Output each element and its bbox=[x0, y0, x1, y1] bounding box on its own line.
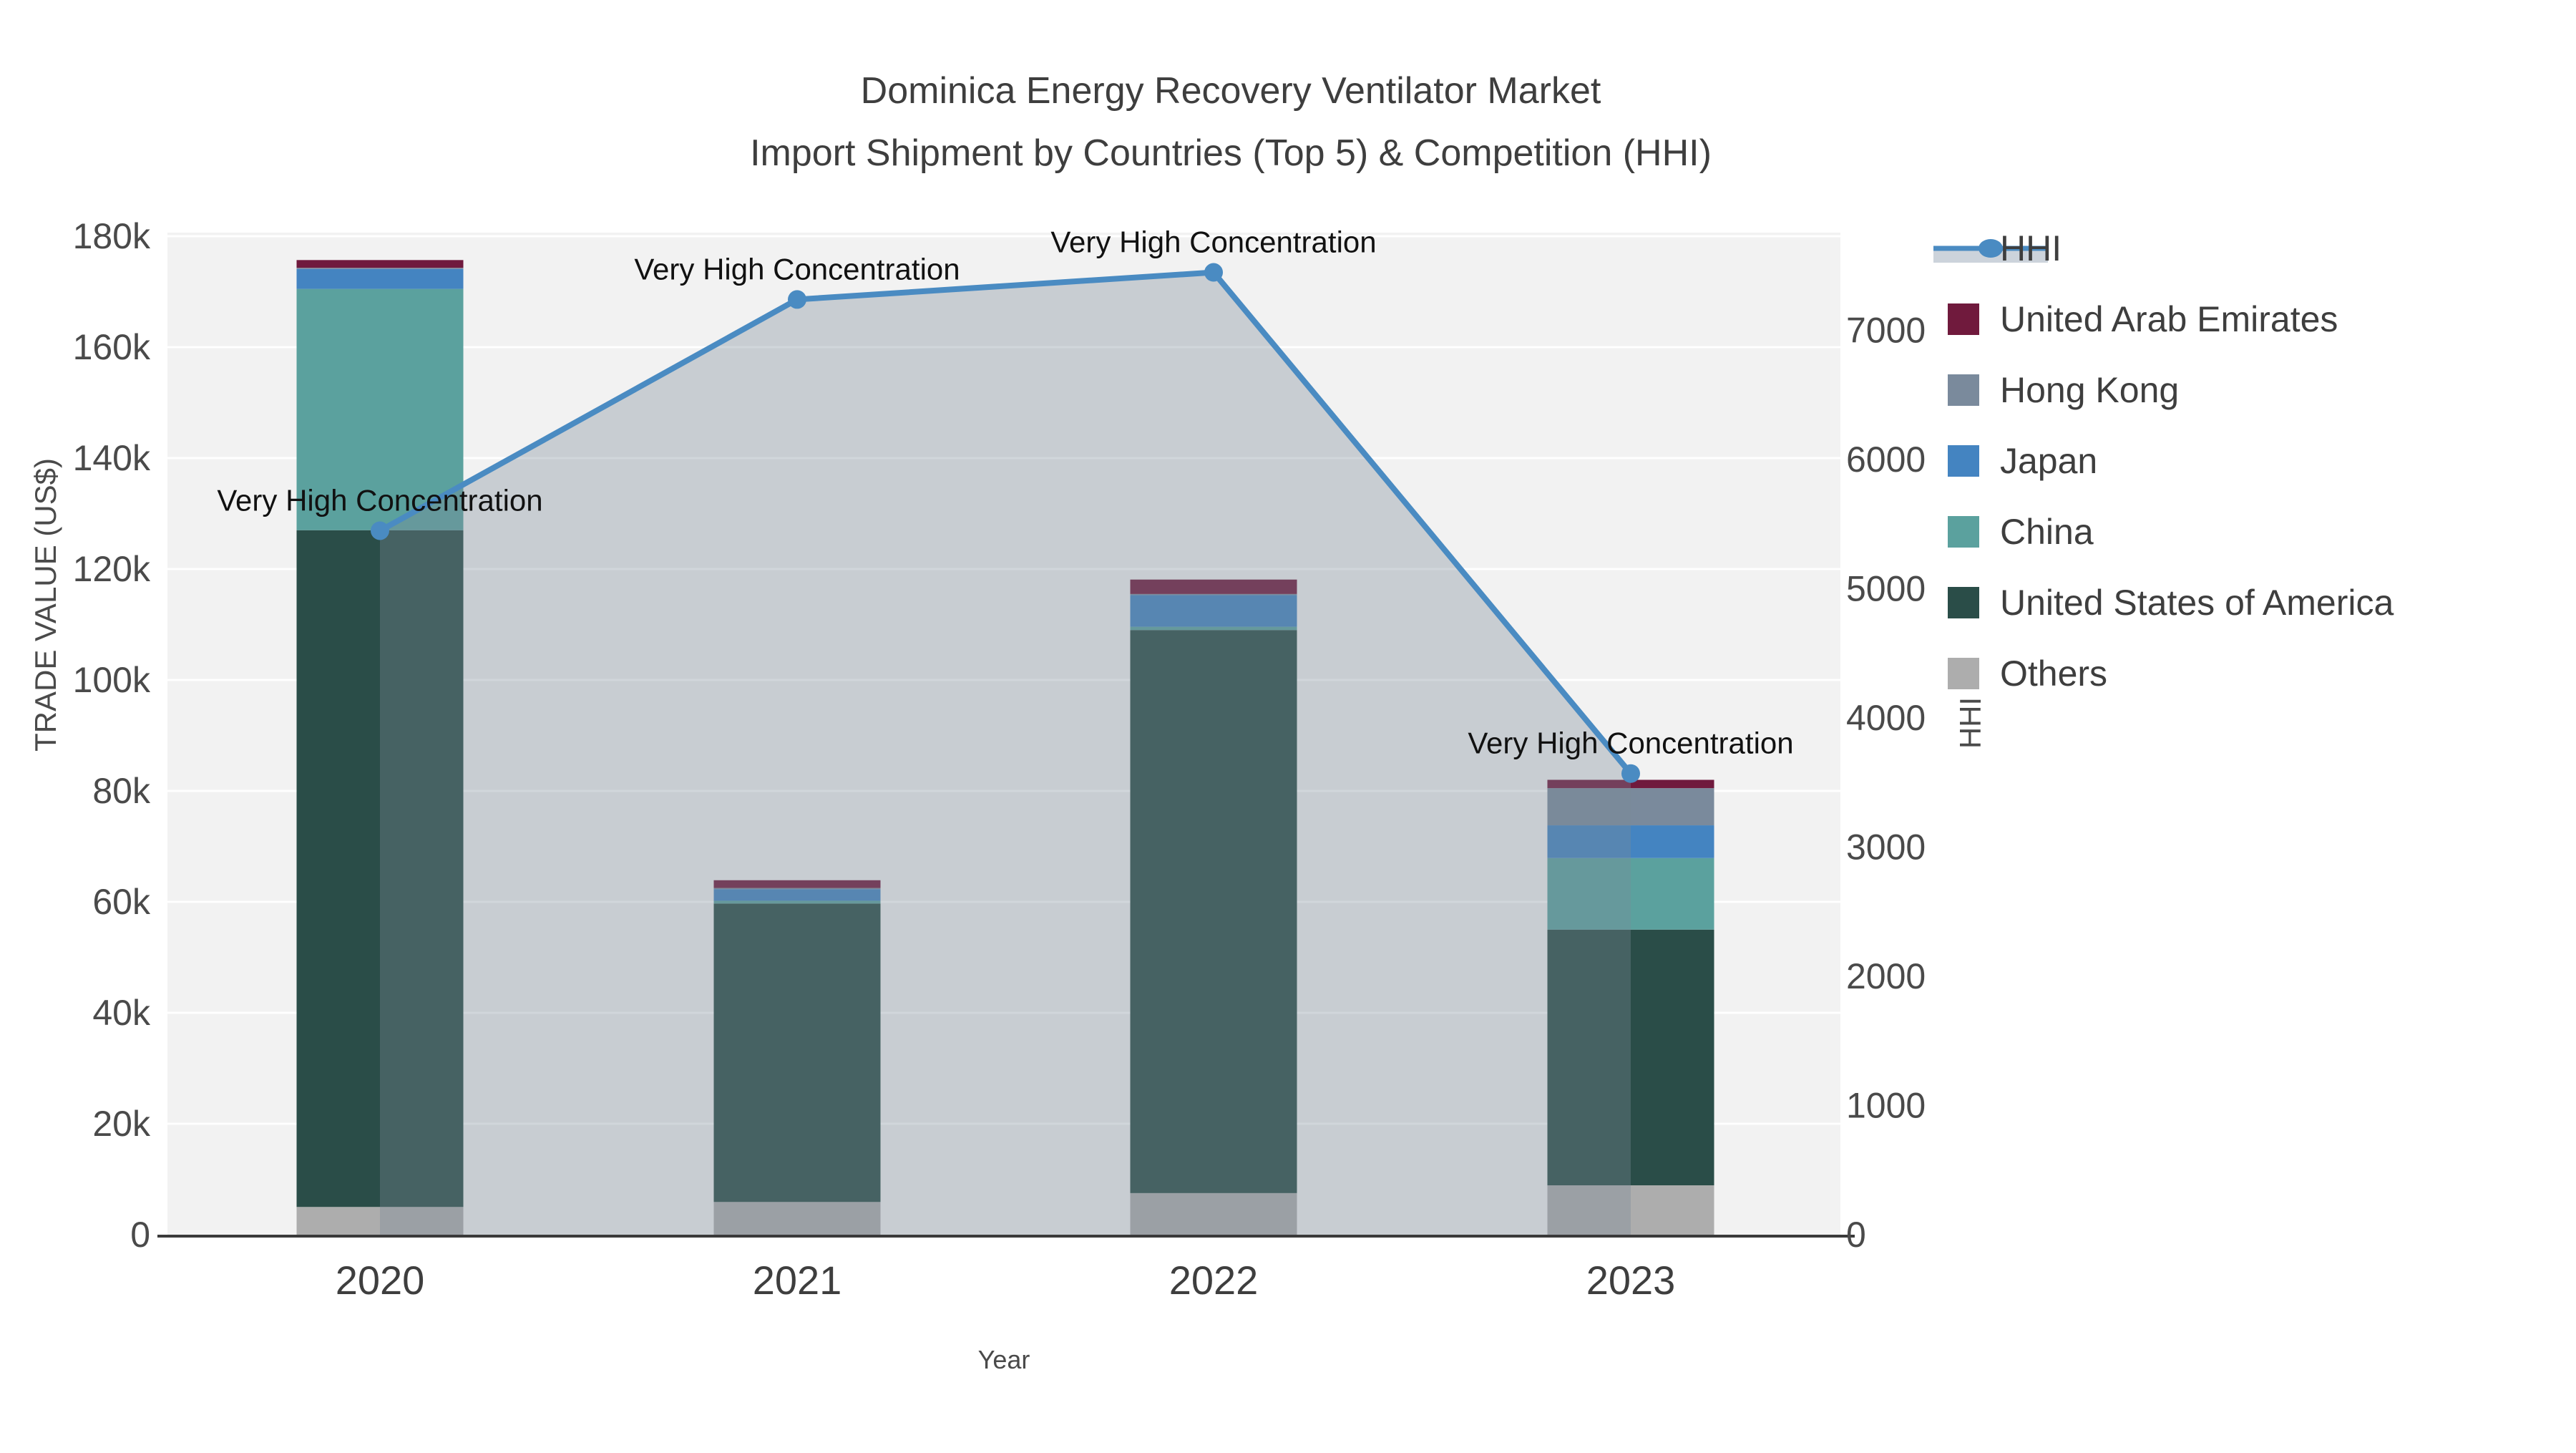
left-axis-title: TRADE VALUE (US$) bbox=[29, 458, 62, 752]
legend-swatch-icon bbox=[1948, 587, 1979, 618]
bar-segment-china-2021[interactable] bbox=[713, 900, 881, 904]
legend-swatch-icon bbox=[1948, 445, 1979, 477]
x-axis-tick-labels: 2020 2021 2022 2023 bbox=[336, 1258, 1676, 1303]
legend-label: Others bbox=[2000, 653, 2107, 694]
x-tick-2023: 2023 bbox=[1586, 1258, 1676, 1303]
right-tick-2000: 2000 bbox=[1846, 956, 1926, 996]
bar-segment-hong-kong-2021[interactable] bbox=[713, 888, 881, 890]
hhi-area-fill bbox=[380, 272, 1631, 1235]
left-tick-100k: 100k bbox=[73, 660, 151, 700]
bar-segment-united-arab-emirates-2020[interactable] bbox=[296, 260, 464, 268]
hhi-legend-marker-icon bbox=[1979, 239, 2003, 258]
hhi-marker-2023[interactable] bbox=[1621, 764, 1640, 783]
right-tick-6000: 6000 bbox=[1846, 439, 1926, 480]
bar-segment-others-2020[interactable] bbox=[296, 1207, 464, 1235]
hhi-line bbox=[379, 269, 1634, 776]
left-tick-0: 0 bbox=[130, 1215, 150, 1255]
right-axis-title: HHI bbox=[1953, 697, 1987, 749]
bar-segment-others-2021[interactable] bbox=[713, 1202, 881, 1235]
right-tick-7000: 7000 bbox=[1846, 311, 1926, 351]
bar-segment-united-states-of-america-2022[interactable] bbox=[1130, 630, 1297, 1193]
bar-segment-united-arab-emirates-2023[interactable] bbox=[1547, 779, 1714, 789]
hhi-marker-2021[interactable] bbox=[788, 290, 806, 309]
annotation-2021: Very High Concentration bbox=[634, 252, 960, 286]
bar-segment-united-states-of-america-2021[interactable] bbox=[713, 903, 881, 1202]
bar-segment-hong-kong-2023[interactable] bbox=[1547, 788, 1714, 826]
stacked-bars bbox=[296, 260, 1714, 1235]
bar-segment-others-2023[interactable] bbox=[1547, 1185, 1714, 1235]
legend-panel bbox=[1925, 225, 2565, 716]
bar-segment-china-2023[interactable] bbox=[1547, 857, 1714, 930]
bar-segment-japan-2022[interactable] bbox=[1130, 595, 1297, 627]
legend-label: HHI bbox=[2000, 228, 2062, 268]
chart-title-line1: Dominica Energy Recovery Ventilator Mark… bbox=[861, 70, 1601, 112]
left-tick-40k: 40k bbox=[92, 993, 151, 1033]
legend-swatch-icon bbox=[1948, 374, 1979, 406]
bar-segment-hong-kong-2020[interactable] bbox=[296, 268, 464, 269]
legend-item-china[interactable]: China bbox=[1948, 512, 2094, 552]
bar-segment-japan-2023[interactable] bbox=[1547, 825, 1714, 858]
hhi-marker-2020[interactable] bbox=[371, 521, 389, 540]
bar-segment-united-arab-emirates-2022[interactable] bbox=[1130, 579, 1297, 594]
legend-swatch-icon bbox=[1948, 303, 1979, 335]
right-tick-5000: 5000 bbox=[1846, 569, 1926, 609]
x-tick-2022: 2022 bbox=[1169, 1258, 1259, 1303]
right-tick-4000: 4000 bbox=[1846, 698, 1926, 738]
legend-swatch-icon bbox=[1948, 516, 1979, 548]
right-tick-3000: 3000 bbox=[1846, 827, 1926, 868]
legend-item-united-arab-emirates[interactable]: United Arab Emirates bbox=[1948, 299, 2338, 339]
left-tick-120k: 120k bbox=[73, 549, 151, 589]
hhi-marker-2022[interactable] bbox=[1204, 263, 1223, 282]
left-tick-80k: 80k bbox=[92, 771, 151, 811]
left-tick-180k: 180k bbox=[73, 216, 151, 256]
bar-segment-united-arab-emirates-2021[interactable] bbox=[713, 880, 881, 888]
left-tick-140k: 140k bbox=[73, 438, 151, 478]
x-tick-2021: 2021 bbox=[753, 1258, 842, 1303]
annotations: Very High Concentration Very High Concent… bbox=[217, 225, 1793, 760]
legend-label: Japan bbox=[2000, 441, 2097, 481]
hhi-markers bbox=[371, 263, 1640, 783]
legend-item-hhi[interactable]: HHI bbox=[1933, 228, 2062, 268]
bar-segment-united-states-of-america-2020[interactable] bbox=[296, 530, 464, 1207]
legend-swatch-icon bbox=[1948, 658, 1979, 689]
right-axis-tick-labels: 0 1000 2000 3000 4000 5000 6000 7000 bbox=[1846, 311, 1926, 1255]
left-tick-160k: 160k bbox=[73, 327, 151, 367]
bar-segment-others-2022[interactable] bbox=[1130, 1192, 1297, 1235]
legend-label: United States of America bbox=[2000, 583, 2394, 623]
bar-segment-hong-kong-2022[interactable] bbox=[1130, 593, 1297, 596]
legend-item-united-states-of-america[interactable]: United States of America bbox=[1948, 583, 2394, 623]
annotation-2020: Very High Concentration bbox=[217, 483, 542, 517]
legend-item-others[interactable]: Others bbox=[1948, 653, 2107, 694]
x-axis-title: Year bbox=[978, 1345, 1030, 1374]
bar-segment-united-states-of-america-2023[interactable] bbox=[1547, 929, 1714, 1186]
left-tick-20k: 20k bbox=[92, 1104, 151, 1144]
right-tick-0: 0 bbox=[1846, 1215, 1866, 1255]
right-tick-1000: 1000 bbox=[1846, 1086, 1926, 1126]
legend-item-japan[interactable]: Japan bbox=[1948, 441, 2097, 481]
legend-label: China bbox=[2000, 512, 2094, 552]
legend-label: United Arab Emirates bbox=[2000, 299, 2338, 339]
annotation-2023: Very High Concentration bbox=[1468, 726, 1793, 760]
bar-segment-japan-2021[interactable] bbox=[713, 889, 881, 901]
legend-item-hong-kong[interactable]: Hong Kong bbox=[1948, 370, 2179, 410]
x-tick-2020: 2020 bbox=[336, 1258, 425, 1303]
bar-segment-china-2020[interactable] bbox=[296, 288, 464, 530]
bar-segment-china-2022[interactable] bbox=[1130, 626, 1297, 631]
annotation-2022: Very High Concentration bbox=[1050, 225, 1376, 259]
legend: HHI United Arab Emirates Hong Kong Japan Chi… bbox=[1925, 225, 2565, 716]
left-tick-60k: 60k bbox=[92, 882, 151, 922]
chart-title-line2: Import Shipment by Countries (Top 5) & C… bbox=[750, 132, 1712, 174]
left-axis-tick-labels: 0 20k 40k 60k 80k 100k 120k 140k 160k 180k bbox=[73, 216, 151, 1255]
legend-label: Hong Kong bbox=[2000, 370, 2179, 410]
bar-segment-japan-2020[interactable] bbox=[296, 268, 464, 289]
